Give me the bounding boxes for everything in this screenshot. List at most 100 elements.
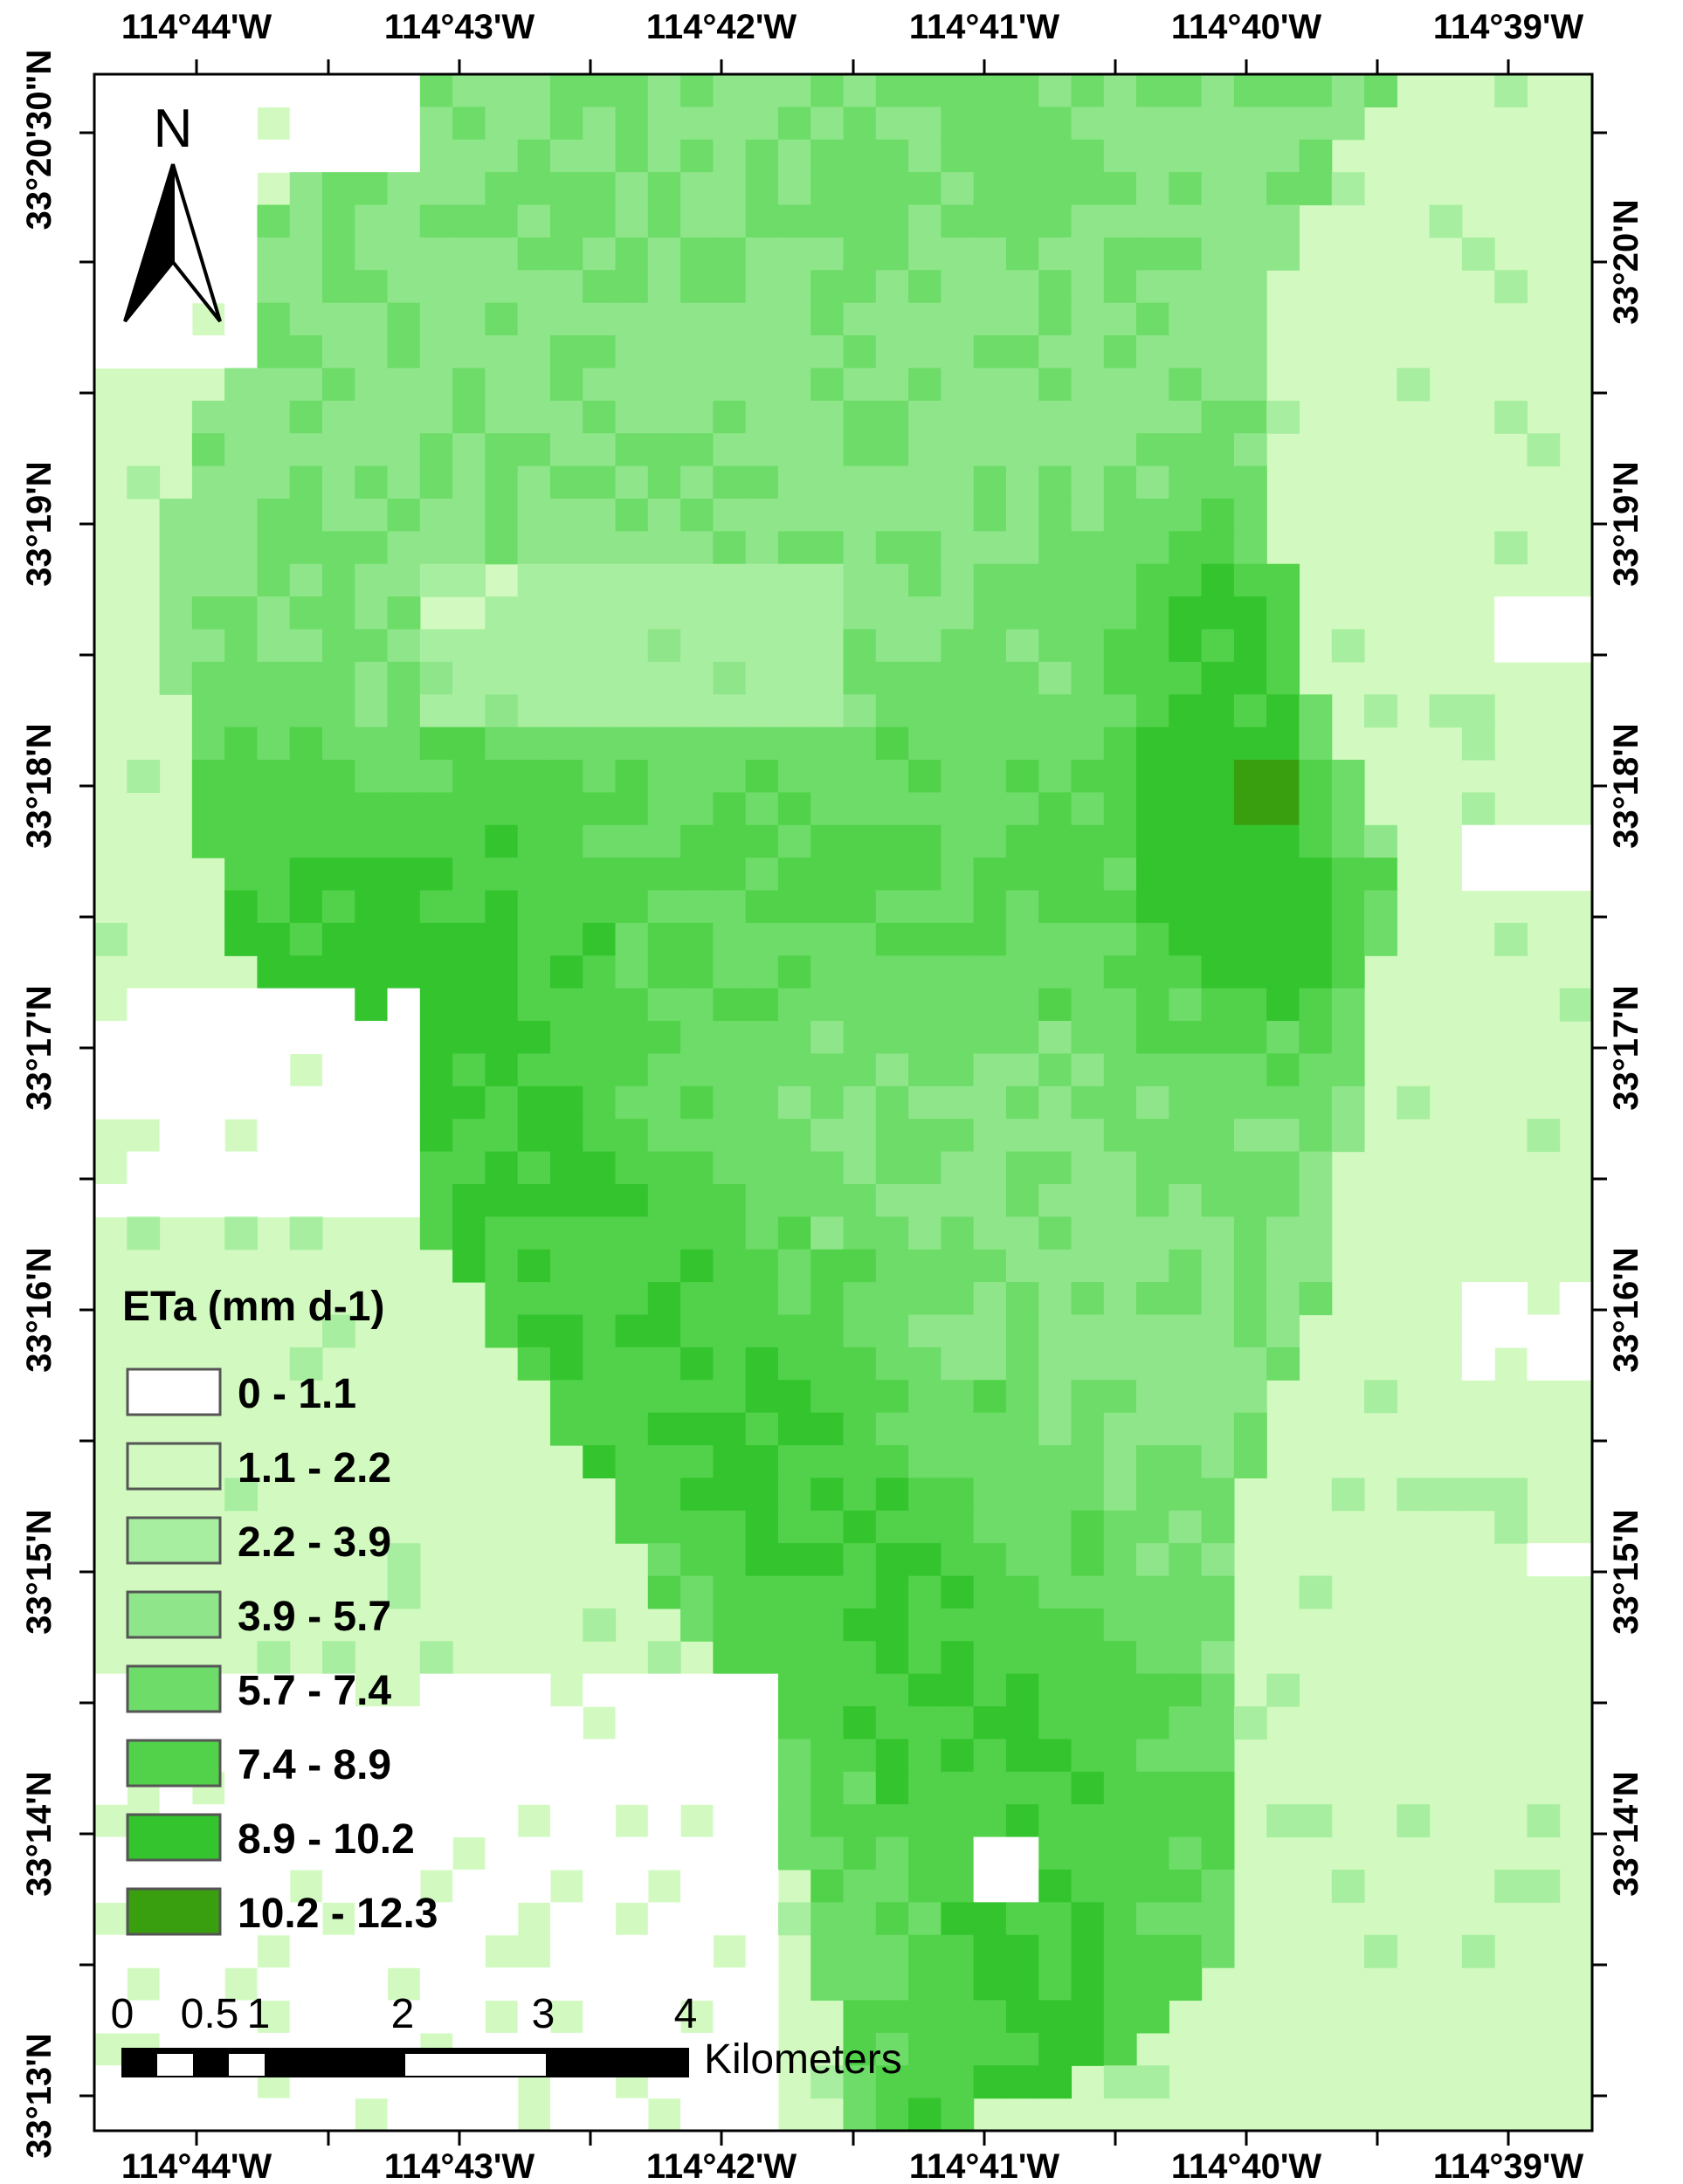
raster-cell [680,596,714,630]
raster-cell [1461,1347,1495,1381]
raster-cell [485,1804,519,1838]
raster-cell [1201,74,1235,107]
raster-cell [289,988,323,1022]
raster-cell [94,302,128,336]
raster-cell [387,139,421,173]
raster-cell [549,204,583,238]
raster-cell [1005,1673,1039,1707]
raster-cell [583,237,617,271]
raster-cell [680,368,714,402]
raster-cell [810,1706,845,1740]
raster-cell [1071,1119,1105,1153]
raster-cell [1169,302,1203,336]
raster-cell [1201,107,1235,141]
raster-cell [908,661,942,695]
raster-cell [810,629,845,663]
raster-cell [224,988,259,1022]
raster-cell [419,1021,453,1055]
raster-cell [1103,1739,1137,1773]
raster-cell [321,792,355,826]
raster-cell [1038,531,1073,565]
raster-cell [1429,1478,1463,1512]
raster-cell [1527,1869,1561,1903]
raster-cell [1071,1085,1105,1120]
bottom-longitude-label: 114°43'W [384,2147,535,2184]
right-latitude-label: 33°19'N [1607,461,1645,586]
raster-cell [452,1771,486,1805]
raster-cell [1005,890,1039,924]
raster-cell [1233,922,1267,956]
raster-cell [1005,1575,1039,1609]
raster-cell [1103,629,1137,663]
raster-cell [1201,1869,1235,1903]
raster-cell [1136,1771,1169,1805]
raster-cell [680,433,714,467]
raster-cell [810,1608,845,1642]
raster-cell [745,1706,779,1740]
raster-cell [127,465,161,499]
raster-cell [452,74,486,107]
raster-cell [1169,1021,1203,1055]
raster-cell [1201,1282,1235,1316]
raster-cell [941,1216,975,1250]
raster-cell [583,955,617,989]
raster-cell [1136,172,1169,206]
raster-cell [1103,1282,1137,1316]
left-latitude-label: 33°18'N [20,723,59,848]
raster-cell [1461,792,1495,826]
raster-cell [517,107,551,141]
raster-cell [1201,1183,1235,1217]
raster-cell [1233,694,1267,728]
raster-cell [159,629,193,663]
raster-cell [452,890,486,924]
raster-cell [127,1183,161,1217]
raster-cell [191,1934,225,1968]
raster-cell [615,824,649,858]
raster-cell [647,107,681,141]
raster-cell [289,335,323,369]
raster-cell [843,694,877,728]
north-label: N [154,99,193,159]
raster-cell [745,1249,779,1283]
raster-cell [908,1869,942,1903]
raster-cell [159,988,193,1022]
raster-cell [941,531,975,565]
raster-cell [485,302,519,336]
raster-cell [941,107,975,141]
raster-cell [973,596,1007,630]
raster-cell [419,1673,453,1707]
raster-cell [941,824,975,858]
raster-cell [159,498,193,532]
raster-cell [615,1314,649,1348]
raster-cell [973,792,1007,826]
raster-cell [1136,531,1169,565]
raster-cell [583,1249,617,1283]
raster-cell [615,1673,649,1707]
scale-bar: 0 0.5 1 2 3 4 Kilometers [111,1991,902,2083]
raster-cell [908,890,942,924]
raster-cell [1005,1478,1039,1512]
raster-cell [485,1771,519,1805]
raster-cell [941,760,975,793]
raster-cell [191,661,225,695]
raster-cell [745,107,779,141]
raster-cell [810,204,845,238]
raster-cell [1136,596,1169,630]
raster-cell [355,1934,389,1968]
raster-cell [1038,1380,1073,1414]
raster-cell [1038,563,1073,597]
raster-cell [1266,172,1300,206]
raster-cell [1299,1804,1333,1838]
raster-cell [583,858,617,892]
raster-cell [517,74,551,107]
raster-cell [713,1478,747,1512]
raster-cell [1005,1412,1039,1446]
raster-cell [713,2065,747,2099]
raster-cell [680,694,714,728]
raster-cell [647,1249,681,1283]
raster-cell [745,1575,779,1609]
raster-cell [452,107,486,141]
raster-cell [289,204,323,238]
raster-cell [1331,988,1365,1022]
raster-cell [159,302,193,336]
